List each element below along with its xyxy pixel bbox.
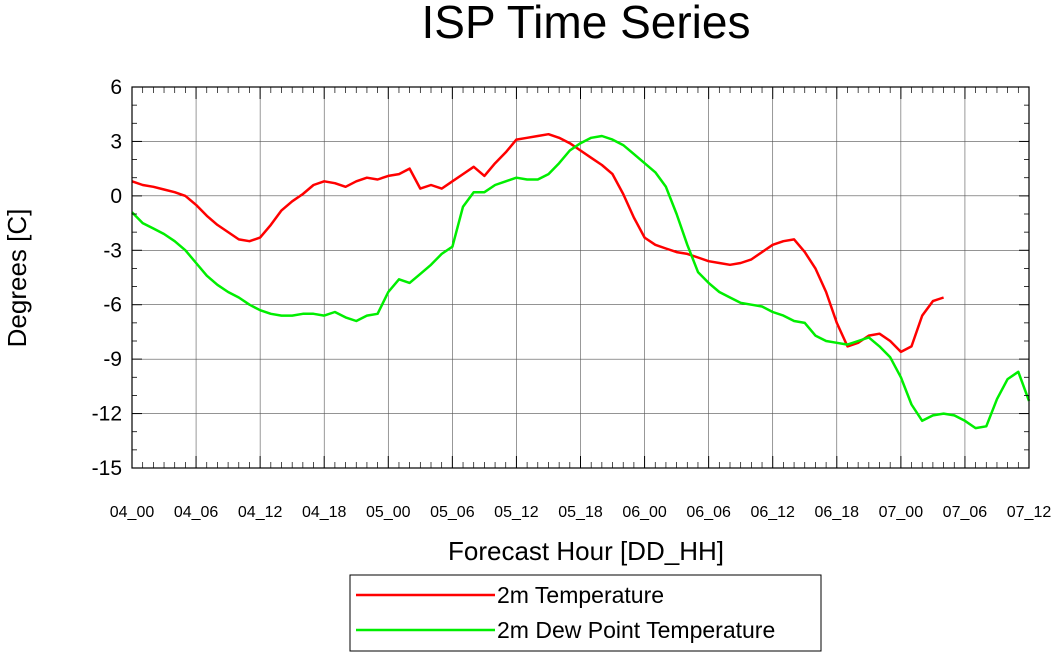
- x-tick-label: 04_18: [302, 504, 347, 521]
- x-tick-label: 04_12: [238, 504, 283, 521]
- x-tick-label: 04_00: [110, 504, 155, 521]
- x-tick-label: 06_00: [622, 504, 667, 521]
- series-line-temperature: [131, 132, 944, 354]
- x-tick-label: 07_12: [1007, 504, 1052, 521]
- legend: 2m Temperature 2m Dew Point Temperature: [349, 574, 822, 652]
- y-tick-label: 0: [110, 185, 122, 208]
- x-tick-label: 06_18: [815, 504, 860, 521]
- grid-lines: [132, 87, 1029, 468]
- x-axis-label: Forecast Hour [DD_HH]: [448, 536, 724, 566]
- y-tick-label: -3: [103, 239, 122, 262]
- y-tick-labels: 6 3 0 -3 -6 -9 -12 -15: [92, 76, 122, 480]
- y-tick-label: -9: [103, 348, 122, 371]
- series-layer: [131, 132, 1031, 430]
- legend-label-temperature: 2m Temperature: [497, 582, 664, 608]
- x-tick-label: 07_00: [879, 504, 924, 521]
- x-tick-label: 05_18: [558, 504, 603, 521]
- y-tick-label: -12: [92, 403, 122, 426]
- x-tick-label: 06_06: [686, 504, 731, 521]
- x-tick-labels: 04_00 04_06 04_12 04_18 05_00 05_06 05_12 05_18…: [110, 504, 1052, 521]
- x-tick-label: 04_06: [174, 504, 219, 521]
- series-line-dew-point: [131, 134, 1031, 430]
- y-tick-label: 3: [110, 130, 122, 153]
- y-tick-label: 6: [110, 76, 122, 99]
- x-tick-label: 07_06: [943, 504, 988, 521]
- chart-title: ISP Time Series: [422, 0, 751, 48]
- legend-label-dew-point: 2m Dew Point Temperature: [497, 617, 775, 643]
- x-tick-label: 05_12: [494, 504, 539, 521]
- x-tick-label: 06_12: [750, 504, 795, 521]
- y-tick-label: -15: [92, 457, 122, 480]
- axis-ticks: [131, 86, 1030, 469]
- x-tick-label: 05_00: [366, 504, 411, 521]
- y-axis-label: Degrees [C]: [2, 209, 32, 348]
- y-tick-label: -6: [103, 294, 122, 317]
- x-tick-label: 05_06: [430, 504, 475, 521]
- legend-box: [349, 574, 822, 652]
